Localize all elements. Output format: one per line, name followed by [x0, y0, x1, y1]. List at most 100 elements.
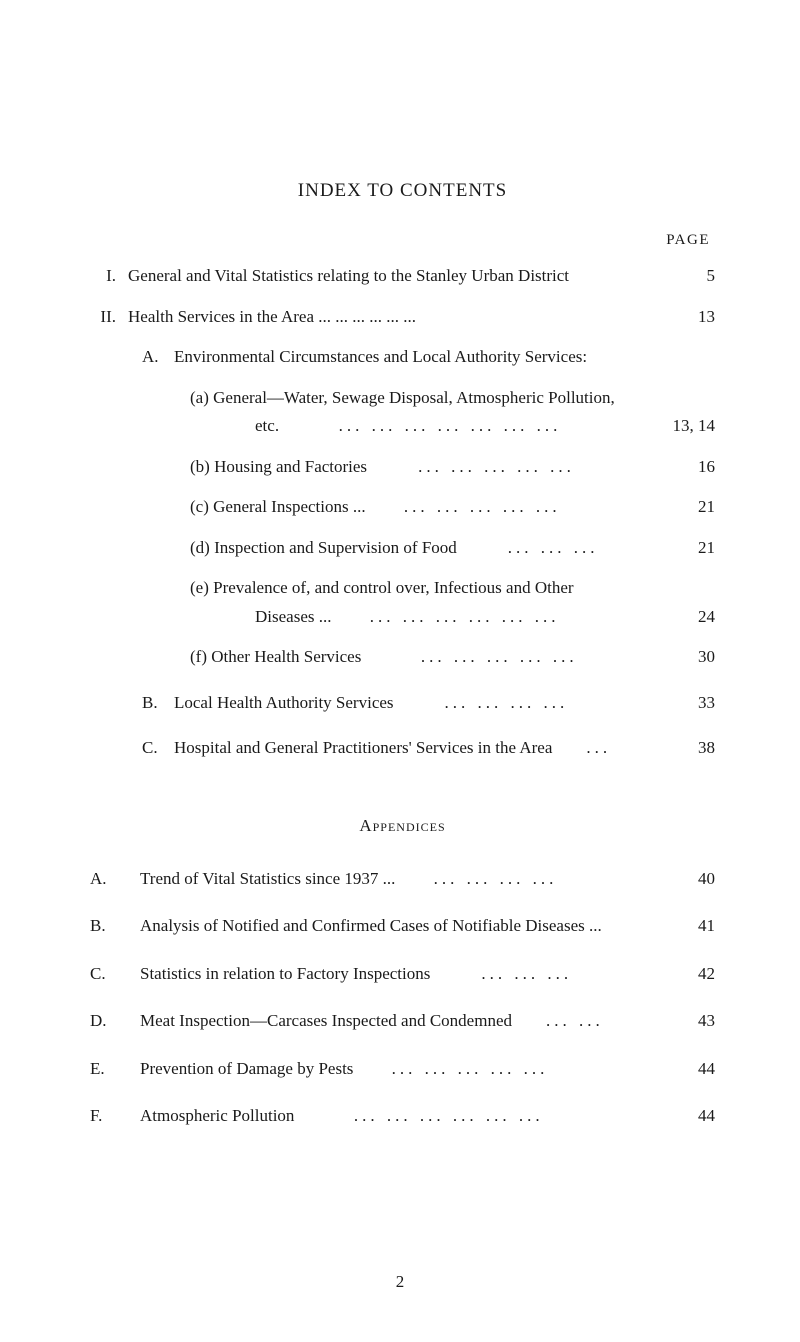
- page-number: 33: [655, 690, 715, 716]
- label: (d) Inspection and Supervision of Food: [190, 538, 457, 557]
- appendix-E: E. Prevention of Damage by Pests ... ...…: [90, 1056, 715, 1082]
- entry-text: Meat Inspection—Carcases Inspected and C…: [140, 1008, 655, 1034]
- cont-text: etc.: [255, 416, 279, 435]
- subitem-a-continuation: etc. ... ... ... ... ... ... ... 13, 14: [90, 413, 715, 439]
- page-number: 42: [655, 961, 715, 987]
- entry-text: Diseases ... ... ... ... ... ... ...: [90, 604, 655, 630]
- subitem-e: (e) Prevalence of, and control over, Inf…: [190, 575, 715, 601]
- entry-text: Atmospheric Pollution ... ... ... ... ..…: [140, 1103, 655, 1129]
- spacing: [400, 869, 430, 888]
- dots: ... ... ... ...: [445, 693, 569, 712]
- page-number: 41: [655, 913, 715, 939]
- appendix-B: B. Analysis of Notified and Confirmed Ca…: [90, 913, 715, 939]
- subitem-f: (f) Other Health Services ... ... ... ..…: [190, 644, 715, 670]
- entry-text: Analysis of Notified and Confirmed Cases…: [140, 913, 655, 939]
- label: (f) Other Health Services: [190, 647, 361, 666]
- dots: ... ... ... ... ...: [404, 497, 561, 516]
- label: (c) General Inspections ...: [190, 497, 366, 516]
- spacing: [366, 647, 417, 666]
- text: Meat Inspection—Carcases Inspected and C…: [140, 1011, 512, 1030]
- dots: [283, 416, 334, 435]
- dots: ... ... ... ...: [434, 869, 558, 888]
- spacing: [358, 1059, 388, 1078]
- dots: ... ...: [546, 1011, 604, 1030]
- section-letter: B.: [142, 690, 174, 716]
- label: (b) Housing and Factories: [190, 457, 367, 476]
- text: Statistics in relation to Factory Inspec…: [140, 964, 430, 983]
- page-number: 30: [655, 644, 715, 670]
- section-letter: A.: [142, 344, 174, 370]
- page-footer-number: 2: [396, 1272, 405, 1292]
- entry-text: etc. ... ... ... ... ... ... ...: [90, 413, 655, 439]
- dots: ... ... ... ... ...: [418, 457, 575, 476]
- page-number: 40: [655, 866, 715, 892]
- page-number: 24: [655, 604, 715, 630]
- page-number: 21: [655, 494, 715, 520]
- page-number: 44: [655, 1056, 715, 1082]
- entry-text: General and Vital Statistics relating to…: [128, 263, 655, 289]
- entry-text: (f) Other Health Services ... ... ... ..…: [190, 644, 655, 670]
- subsection-C: C. Hospital and General Practitioners' S…: [142, 735, 715, 761]
- entry-text: Environmental Circumstances and Local Au…: [174, 344, 715, 370]
- appendix-C: C. Statistics in relation to Factory Ins…: [90, 961, 715, 987]
- page-number: 13: [655, 304, 715, 330]
- entry-text: (d) Inspection and Supervision of Food .…: [190, 535, 655, 561]
- appendix-A: A. Trend of Vital Statistics since 1937 …: [90, 866, 715, 892]
- page-number: 43: [655, 1008, 715, 1034]
- page-number: 13, 14: [655, 413, 715, 439]
- spacing: [557, 738, 583, 757]
- entry-text: (e) Prevalence of, and control over, Inf…: [190, 575, 715, 601]
- appendix-letter: E.: [90, 1056, 140, 1082]
- subitem-a: (a) General—Water, Sewage Disposal, Atmo…: [190, 385, 715, 411]
- page-number: 16: [655, 454, 715, 480]
- spacing: [371, 457, 414, 476]
- text: Atmospheric Pollution: [140, 1106, 294, 1125]
- page-number: 5: [655, 263, 715, 289]
- subitem-b: (b) Housing and Factories ... ... ... ..…: [190, 454, 715, 480]
- entry-text: (c) General Inspections ... ... ... ... …: [190, 494, 655, 520]
- entry-text: (a) General—Water, Sewage Disposal, Atmo…: [190, 385, 715, 411]
- page-column-header: PAGE: [90, 232, 715, 249]
- spacing: [516, 1011, 542, 1030]
- dots: ... ... ...: [481, 964, 572, 983]
- spacing: [398, 693, 441, 712]
- subsection-B: B. Local Health Authority Services ... .…: [142, 690, 715, 716]
- dots: ... ... ... ... ...: [392, 1059, 549, 1078]
- entry-text: Statistics in relation to Factory Inspec…: [140, 961, 655, 987]
- text: Hospital and General Practitioners' Serv…: [174, 738, 552, 757]
- spacing: [336, 607, 366, 626]
- page-number: 38: [655, 735, 715, 761]
- section-letter: C.: [142, 735, 174, 761]
- page-number: 21: [655, 535, 715, 561]
- entry-text: (b) Housing and Factories ... ... ... ..…: [190, 454, 655, 480]
- appendix-letter: B.: [90, 913, 140, 939]
- spacing: [435, 964, 478, 983]
- entry-text: Health Services in the Area ... ... ... …: [128, 304, 655, 330]
- spacing: [299, 1106, 350, 1125]
- section-I: I. General and Vital Statistics relating…: [90, 263, 715, 289]
- subitem-d: (d) Inspection and Supervision of Food .…: [190, 535, 715, 561]
- document-title: INDEX TO CONTENTS: [90, 180, 715, 202]
- appendix-F: F. Atmospheric Pollution ... ... ... ...…: [90, 1103, 715, 1129]
- entry-text: Local Health Authority Services ... ... …: [174, 690, 655, 716]
- section-II: II. Health Services in the Area ... ... …: [90, 304, 715, 330]
- page-number: 44: [655, 1103, 715, 1129]
- dots: ... ... ... ... ...: [421, 647, 578, 666]
- text: Prevention of Damage by Pests: [140, 1059, 353, 1078]
- dots: ... ... ... ... ... ...: [370, 607, 560, 626]
- subitem-c: (c) General Inspections ... ... ... ... …: [190, 494, 715, 520]
- dots: ... ... ... ... ... ... ...: [339, 416, 562, 435]
- cont-text: Diseases ...: [255, 607, 331, 626]
- appendix-letter: D.: [90, 1008, 140, 1034]
- text: Trend of Vital Statistics since 1937 ...: [140, 869, 395, 888]
- dots: ... ... ... ... ... ...: [354, 1106, 544, 1125]
- text: Local Health Authority Services: [174, 693, 394, 712]
- spacing: [461, 538, 504, 557]
- subsection-A: A. Environmental Circumstances and Local…: [142, 344, 715, 370]
- roman-numeral: II.: [90, 304, 128, 330]
- roman-numeral: I.: [90, 263, 128, 289]
- appendix-letter: C.: [90, 961, 140, 987]
- subitem-e-continuation: Diseases ... ... ... ... ... ... ... 24: [90, 604, 715, 630]
- appendices-heading: Appendices: [90, 816, 715, 836]
- appendix-letter: A.: [90, 866, 140, 892]
